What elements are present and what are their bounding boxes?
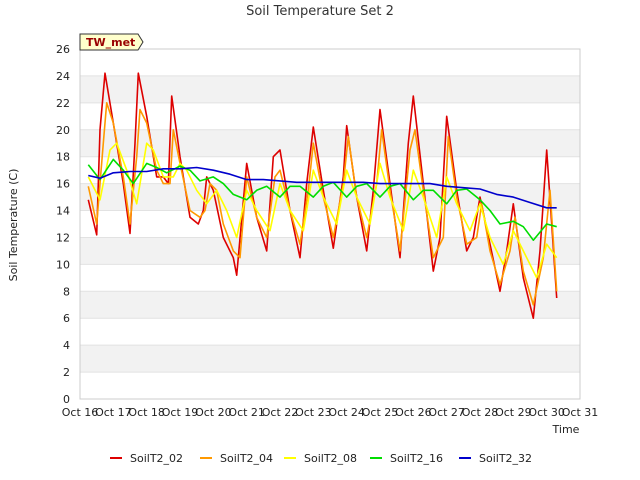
legend-item: SoilT2_04 (200, 452, 273, 470)
chart-title: Soil Temperature Set 2 (246, 4, 394, 19)
x-tick-label: Oct 16 (62, 406, 99, 419)
legend-swatch (370, 456, 382, 459)
x-tick-label: Oct 29 (495, 406, 532, 419)
plot-frame (79, 48, 581, 400)
series-lines (87, 72, 558, 320)
legend-label: SoilT2_32 (479, 452, 533, 465)
x-tick-label: Oct 28 (462, 406, 499, 419)
x-tick-label: Oct 26 (395, 406, 432, 419)
x-tick-label: Oct 24 (328, 406, 365, 419)
legend-swatch (459, 456, 471, 459)
y-tick-label: 0 (63, 393, 70, 406)
y-tick-label: 10 (56, 258, 70, 271)
grid-bands (80, 49, 580, 400)
x-axis-label: Time (552, 423, 580, 436)
legend-label: SoilT2_04 (220, 452, 274, 465)
x-tick-label: Oct 23 (295, 406, 332, 419)
x-tick-label: Oct 17 (95, 406, 132, 419)
x-tick-label: Oct 18 (128, 406, 165, 419)
grid-band (80, 291, 580, 319)
grid-band (80, 49, 580, 76)
series-line-soilt2-32 (88, 166, 557, 209)
grid-band (80, 102, 580, 130)
y-tick-label: 12 (56, 231, 70, 244)
series-line-soilt2-16 (87, 158, 557, 241)
legend-label: SoilT2_16 (390, 452, 444, 465)
legend-swatch (284, 456, 296, 459)
y-tick-label: 4 (63, 339, 70, 352)
y-axis-label: Soil Temperature (C) (7, 169, 20, 282)
legend-swatch (200, 456, 212, 459)
annotation-box (79, 33, 144, 51)
y-tick-label: 8 (63, 285, 70, 298)
x-tick-label: Oct 25 (362, 406, 399, 419)
legend-item: SoilT2_08 (284, 452, 357, 470)
y-tick-label: 16 (56, 178, 70, 191)
legend-item: SoilT2_16 (370, 452, 443, 470)
grid-band (80, 183, 580, 211)
series-line-soilt2-02 (87, 72, 558, 320)
y-tick-label: 14 (56, 205, 70, 218)
series-line-soilt2-08 (87, 142, 558, 279)
grid-band (80, 372, 580, 399)
legend-swatch (110, 456, 122, 459)
y-tick-label: 2 (63, 366, 70, 379)
tw-met-annotation: TW_met (79, 33, 144, 51)
y-tick-label: 6 (63, 312, 70, 325)
y-tick-label: 26 (56, 43, 70, 56)
x-tick-label: Oct 27 (428, 406, 465, 419)
y-tick-label: 24 (56, 70, 70, 83)
y-tick-label: 22 (56, 97, 70, 110)
annotation-label: TW_met (86, 36, 135, 49)
legend-label: SoilT2_08 (304, 452, 358, 465)
grid-band (80, 318, 580, 346)
x-tick-label: Oct 30 (528, 406, 565, 419)
y-tick-label: 20 (56, 124, 70, 137)
x-tick-label: Oct 20 (195, 406, 232, 419)
grid-band (80, 129, 580, 157)
x-tick-label: Oct 22 (262, 406, 299, 419)
legend: SoilT2_02 SoilT2_04 SoilT2_08 SoilT2_16 Soil… (0, 452, 640, 470)
x-tick-label: Oct 31 (562, 406, 599, 419)
legend-item: SoilT2_02 (110, 452, 183, 470)
grid-band (80, 345, 580, 373)
grid-band (80, 75, 580, 103)
x-tick-label: Oct 19 (162, 406, 199, 419)
x-tick-label: Oct 21 (228, 406, 265, 419)
y-tick-label: 18 (56, 151, 70, 164)
legend-label: SoilT2_02 (130, 452, 184, 465)
legend-item: SoilT2_32 (459, 452, 532, 470)
